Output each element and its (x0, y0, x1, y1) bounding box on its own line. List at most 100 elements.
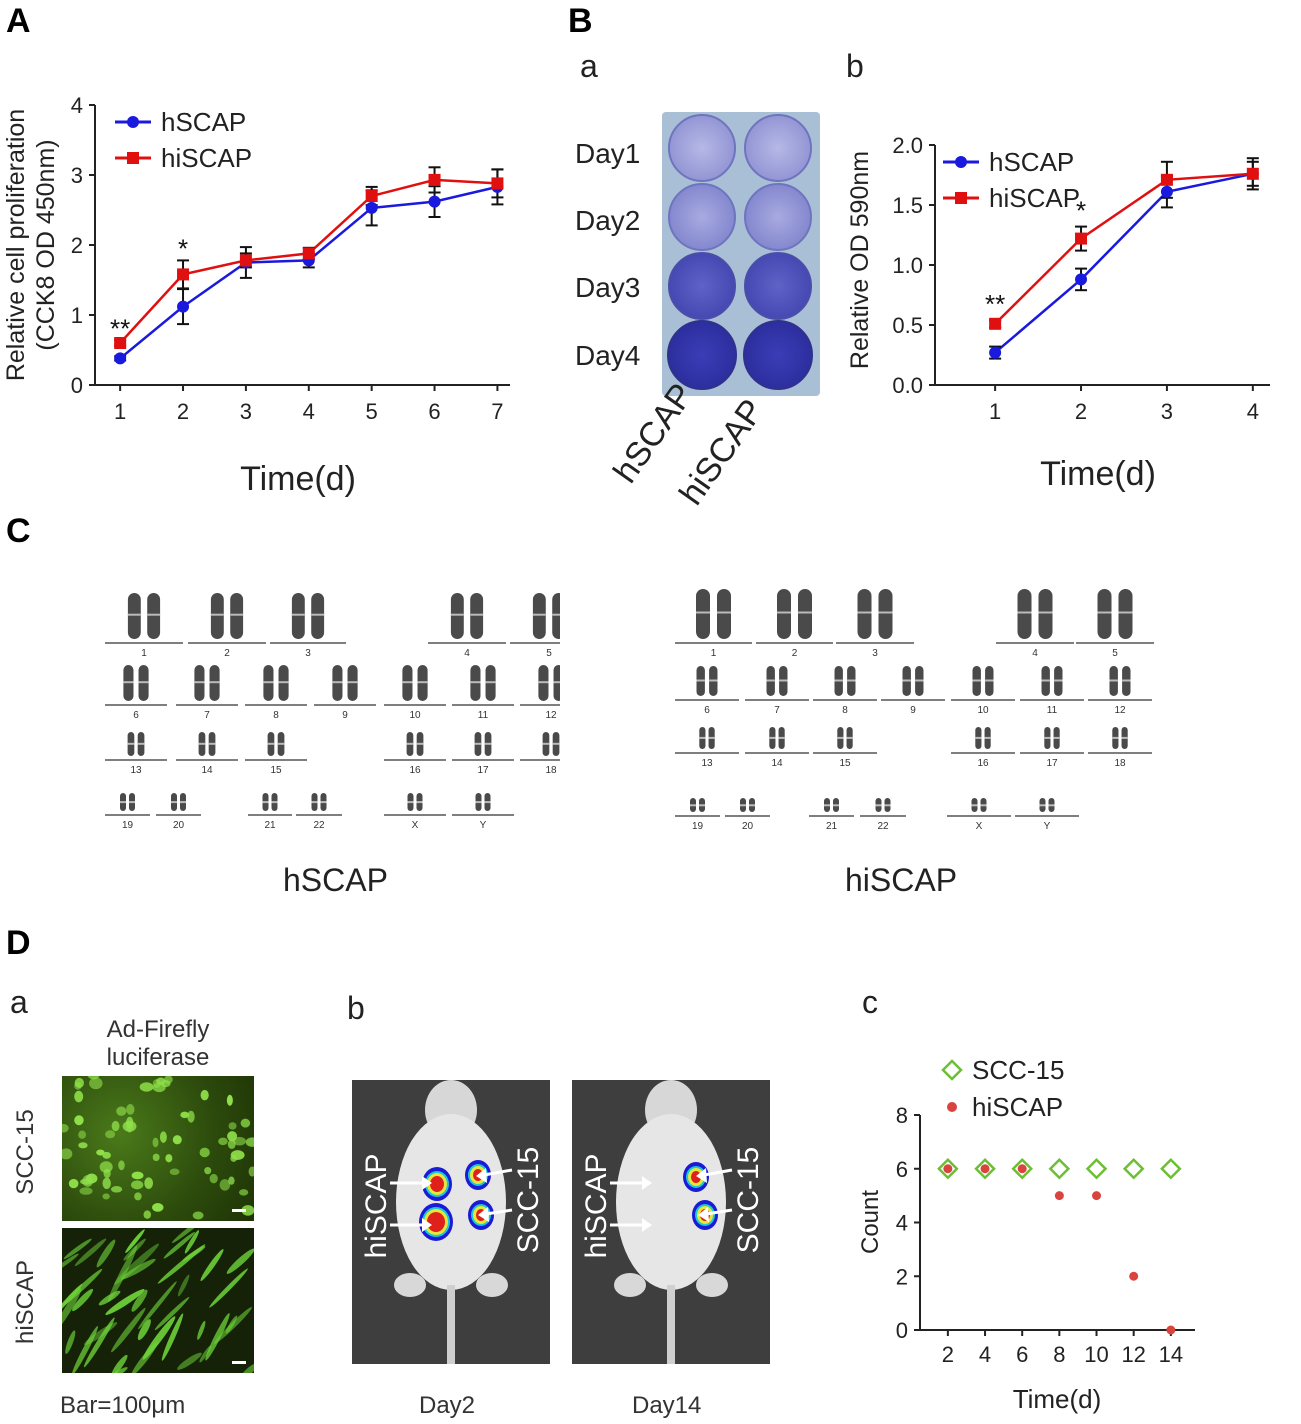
cell (152, 1137, 159, 1148)
chromosome-band (417, 681, 428, 684)
point-hiscap (943, 1164, 953, 1174)
fluorescence-hiscap (62, 1228, 254, 1373)
x-tick-label: 6 (1016, 1342, 1028, 1367)
cell (72, 1288, 94, 1312)
chromosome-label: 6 (704, 705, 710, 716)
chromosome-label: 7 (774, 705, 780, 716)
cell (126, 1104, 135, 1115)
well-day1-hscap (668, 114, 736, 182)
arrow-head (698, 1207, 709, 1222)
bli-signal-core (430, 1176, 444, 1192)
chromosome-band (1054, 679, 1063, 682)
cell (111, 1120, 120, 1132)
mouse-body (616, 1114, 726, 1290)
cell (98, 1290, 121, 1306)
y-tick-label: 2 (896, 1264, 908, 1289)
chromosome-band (407, 801, 414, 804)
cell (102, 1177, 111, 1190)
chromosome-band (402, 681, 413, 684)
x-tick-label: 10 (1084, 1342, 1108, 1367)
chromosome-band (311, 801, 318, 804)
chromosome-label: 4 (1032, 648, 1038, 659)
cell (111, 1354, 128, 1373)
y-tick-label: 0 (896, 1318, 908, 1343)
chromosome-band (766, 679, 775, 682)
chromosome-band (263, 681, 274, 684)
arrow-head (478, 1207, 489, 1222)
cell (177, 1274, 190, 1297)
x-tick-label: 2 (942, 1342, 954, 1367)
chromosome-label: 16 (977, 758, 989, 769)
chromosome-label: 12 (545, 710, 557, 721)
chromosome-label: 14 (201, 765, 213, 776)
chromosome-label: 19 (692, 821, 704, 832)
chromosome-band (542, 742, 550, 745)
cell (238, 1189, 249, 1196)
chromosome-band (416, 801, 423, 804)
chromosome-band (779, 679, 788, 682)
chromosome-band (777, 611, 791, 614)
chromosome-label: 7 (204, 710, 210, 721)
cell (192, 1211, 204, 1220)
chromosome-band (699, 804, 705, 807)
bli-label-hiscap: hiSCAP (360, 1153, 393, 1258)
cell (200, 1089, 209, 1101)
chromosome-band (769, 736, 776, 739)
cell (111, 1307, 146, 1353)
cell (105, 1130, 116, 1139)
arrow (703, 1168, 733, 1177)
chromosome-band (332, 681, 343, 684)
cell (154, 1296, 190, 1331)
cell (184, 1230, 200, 1254)
cell (131, 1289, 148, 1312)
chromosome-label: 5 (1112, 648, 1118, 659)
point-hiSCAP (114, 337, 127, 349)
scale-bar (232, 1209, 246, 1212)
x-tick-label: 4 (303, 399, 315, 424)
significance-mark: * (1076, 195, 1086, 225)
chromosome-label: 5 (546, 648, 552, 659)
chromosome-band (1017, 611, 1032, 614)
cell (228, 1122, 237, 1130)
chromosome-band (470, 681, 481, 684)
cell (245, 1137, 254, 1147)
cell (62, 1253, 79, 1274)
point-scc15 (1085, 1157, 1108, 1180)
chromosome-band (915, 679, 924, 682)
cell (177, 1352, 202, 1370)
cell (204, 1166, 212, 1175)
series-line-hSCAP (119, 185, 498, 360)
chromosome-label: 20 (173, 820, 185, 830)
legend-marker (941, 1059, 963, 1081)
cell (102, 1151, 111, 1159)
chromosome-label: X (976, 821, 983, 832)
fluor-cells-scc15 (62, 1076, 254, 1220)
cell (163, 1232, 195, 1259)
x-tick-label: 12 (1121, 1342, 1145, 1367)
chromosome-band (485, 681, 496, 684)
cell (137, 1319, 151, 1341)
chromosome-band (484, 801, 491, 804)
chromosome-band (120, 801, 126, 804)
chromosome-band (347, 681, 358, 684)
chromosome-label: 11 (1047, 705, 1058, 716)
cell (197, 1320, 206, 1340)
series-line-hiSCAP (994, 172, 1253, 325)
chromosome-label: 13 (130, 765, 142, 776)
legend-marker (127, 116, 139, 128)
cell (62, 1123, 69, 1133)
chromosome-band (972, 679, 981, 682)
panel-letter-d: D (6, 924, 31, 962)
chromosome-label: 16 (409, 765, 421, 776)
chromosome-band (984, 736, 991, 739)
chromosome-band (971, 804, 978, 807)
chromosome-label: 14 (771, 758, 783, 769)
chromosome-band (138, 681, 149, 684)
cell (116, 1106, 127, 1116)
chromosome-band (538, 681, 549, 684)
y-tick-label: 8 (896, 1103, 908, 1128)
cell (161, 1313, 184, 1361)
chromosome (230, 593, 244, 639)
arrow (705, 1208, 733, 1216)
cell (83, 1317, 115, 1368)
